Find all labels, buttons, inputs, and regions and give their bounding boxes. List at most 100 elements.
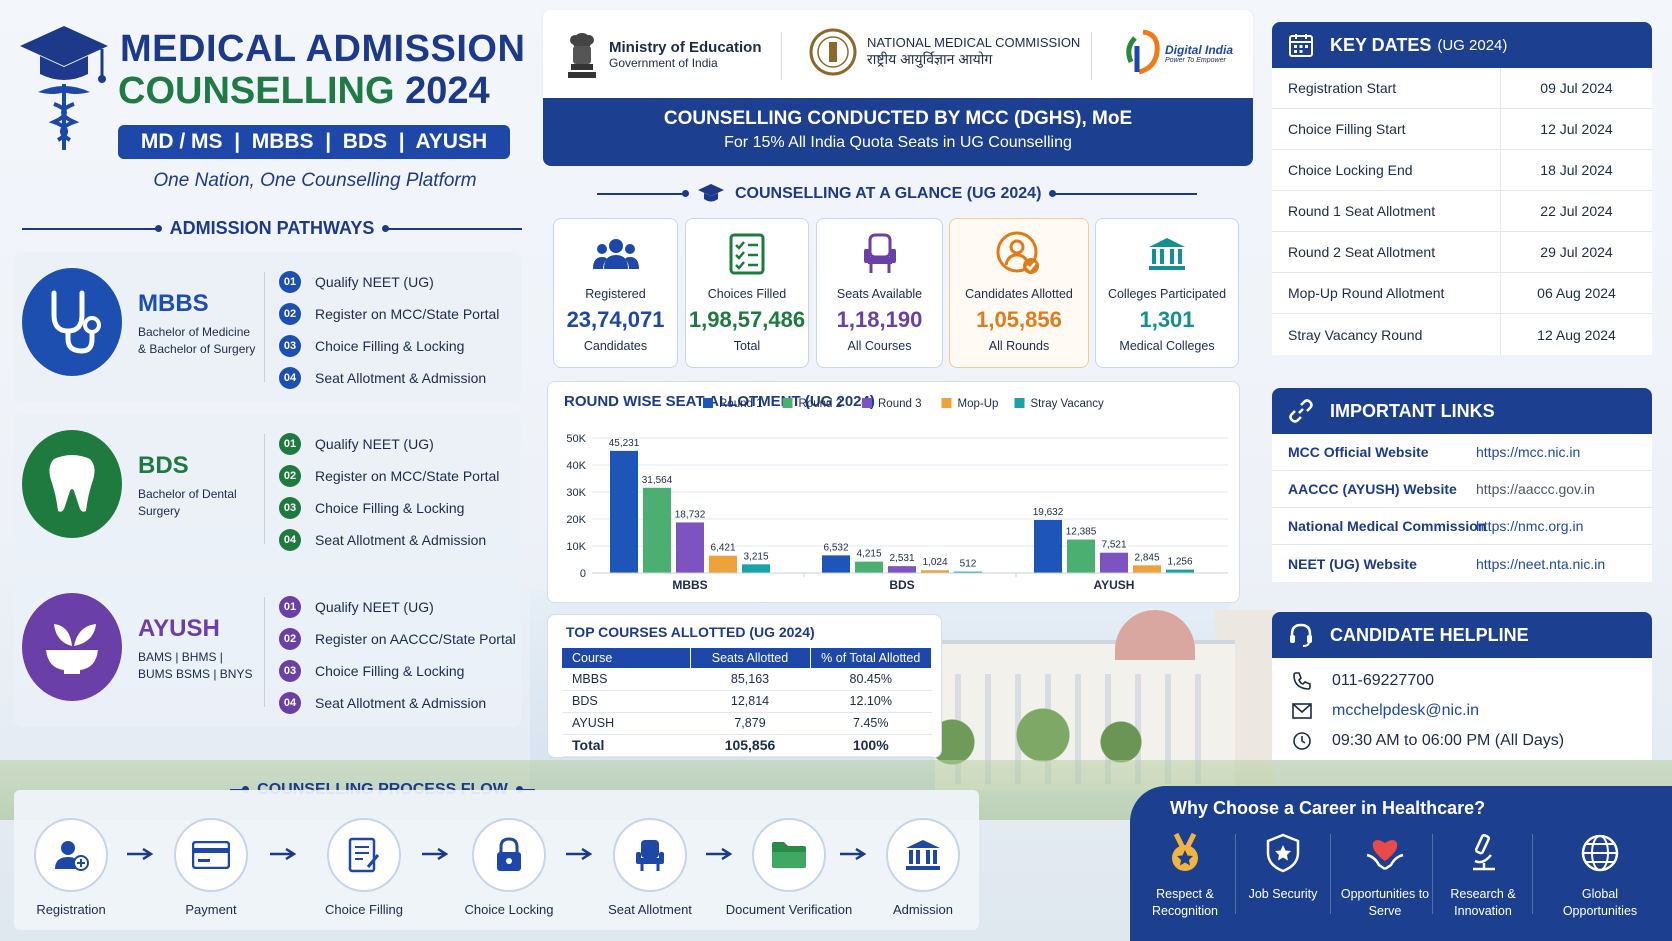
- key-date-value: 09 Jul 2024: [1540, 80, 1613, 96]
- courses-pill: MD / MS | MBBS | BDS | AYUSH: [118, 125, 510, 159]
- bar-value-label: 19,632: [1033, 507, 1064, 518]
- microscope-icon: [1460, 830, 1506, 876]
- stat-value: 23,74,071: [566, 307, 665, 332]
- stat-value: 1,98,57,486: [688, 307, 806, 332]
- legend-label: Stray Vacancy: [1031, 398, 1105, 410]
- flow-step-label: Admission: [893, 902, 953, 917]
- step-number: 02: [279, 465, 301, 487]
- legend-swatch: [941, 398, 952, 408]
- divider: [1235, 834, 1236, 914]
- nmc-hindi-name: राष्ट्रीय आयुर्विज्ञान आयोग: [867, 51, 993, 67]
- bar-value-label: 3,215: [743, 551, 768, 562]
- stat-label: Candidates Allotted: [965, 287, 1073, 301]
- key-dates-header: KEY DATES (UG 2024): [1272, 22, 1652, 68]
- institution-icon: [1144, 231, 1190, 277]
- y-tick-label: 10K: [566, 541, 586, 553]
- y-tick-label: 40K: [566, 460, 586, 472]
- bar: [954, 571, 982, 573]
- clock-icon: [1292, 731, 1314, 751]
- link-label: NEET (UG) Website: [1288, 555, 1417, 572]
- y-tick-label: 50K: [566, 433, 586, 445]
- table-header-row: Course Seats Allotted % of Total Allotte…: [562, 648, 932, 668]
- step-label: Choice Filling & Locking: [315, 663, 465, 679]
- helpline-phone-row[interactable]: 011-69227700: [1272, 666, 1652, 696]
- why-item-research: Research & Innovation: [1433, 830, 1533, 920]
- shield-star-icon: [1260, 830, 1306, 876]
- why-item-label: Global Opportunities: [1562, 887, 1638, 918]
- link-row[interactable]: NEET (UG) Website https://neet.nta.nic.in: [1272, 545, 1652, 582]
- key-date-label: Stray Vacancy Round: [1272, 314, 1501, 355]
- link-url[interactable]: https://mcc.nic.in: [1476, 444, 1581, 460]
- key-date-value: 29 Jul 2024: [1540, 244, 1613, 260]
- bar: [1100, 552, 1128, 573]
- digital-india-logo: Digital India Power To Empower: [1121, 28, 1233, 78]
- table-cell: 12,814: [690, 690, 810, 713]
- tooth-icon: [22, 430, 122, 538]
- link-url[interactable]: https://aaccc.gov.in: [1476, 481, 1595, 497]
- link-row[interactable]: AACCC (AYUSH) Website https://aaccc.gov.i…: [1272, 471, 1652, 508]
- arrow-right-icon: [270, 848, 297, 860]
- chart-title: ROUND WISE SEAT ALLOTMENT (UG 2024): [564, 393, 875, 410]
- why-item-label: Respect & Recognition: [1151, 887, 1218, 918]
- helpline-email[interactable]: mcchelpdesk@nic.in: [1332, 702, 1479, 719]
- arrow-right-icon: [840, 848, 867, 860]
- step-label: Choice Filling & Locking: [315, 500, 465, 516]
- top-courses-card: TOP COURSES ALLOTTED (UG 2024) Course Se…: [547, 614, 942, 758]
- helpline-phone[interactable]: 011-69227700: [1332, 672, 1435, 689]
- bar-value-label: 2,845: [1134, 552, 1159, 563]
- bar: [1166, 569, 1194, 573]
- column-header: % of Total Allotted: [810, 648, 932, 668]
- important-links-list: MCC Official Website https://mcc.nic.in A…: [1272, 434, 1652, 582]
- courses-pill-label: MD / MS | MBBS | BDS | AYUSH: [140, 130, 488, 153]
- flow-step-choice-locking: Choice Locking: [439, 818, 579, 917]
- bar: [1034, 519, 1062, 573]
- medal-icon: [1162, 830, 1208, 876]
- card-payment-icon: [174, 818, 248, 892]
- stat-sub: Total: [733, 339, 761, 353]
- divider: [1532, 834, 1533, 914]
- key-date-row: Stray Vacancy Round 12 Aug 2024: [1272, 314, 1652, 355]
- pathway-name: MBBS: [138, 290, 209, 317]
- legend-label: Round 3: [878, 398, 921, 410]
- column-header: Course: [562, 648, 691, 668]
- pathway-name: AYUSH: [138, 615, 220, 642]
- link-row[interactable]: MCC Official Website https://mcc.nic.in: [1272, 434, 1652, 471]
- step-label: Qualify NEET (UG): [315, 274, 434, 290]
- why-item-global: Global Opportunities: [1550, 830, 1650, 920]
- stat-label: Colleges Participated: [1107, 287, 1227, 301]
- calendar-icon: [1286, 30, 1316, 60]
- background-trees: [900, 700, 1160, 770]
- step-number: 04: [279, 529, 301, 551]
- stat-value: 1,18,190: [836, 307, 923, 332]
- user-add-icon: [34, 818, 108, 892]
- legend-label: Round 2: [799, 398, 842, 410]
- stat-value: 1,301: [1139, 307, 1195, 332]
- key-date-row: Registration Start 09 Jul 2024: [1272, 68, 1652, 109]
- helpline-header: CANDIDATE HELPLINE: [1272, 612, 1652, 658]
- link-url[interactable]: https://neet.nta.nic.in: [1476, 555, 1606, 572]
- table-cell: BDS: [562, 690, 690, 713]
- nmc-name: NATIONAL MEDICAL COMMISSION: [867, 35, 1081, 50]
- arrow-right-icon: [127, 848, 154, 860]
- y-tick-label: 0: [580, 568, 586, 580]
- top-courses-title: TOP COURSES ALLOTTED (UG 2024): [566, 624, 815, 640]
- step-number: 03: [279, 335, 301, 357]
- bar-value-label: 1,256: [1167, 557, 1192, 568]
- key-date-label: Round 1 Seat Allotment: [1272, 191, 1501, 231]
- helpline-email-row[interactable]: mcchelpdesk@nic.in: [1272, 696, 1652, 726]
- key-date-value: 12 Jul 2024: [1540, 121, 1613, 137]
- step-number: 02: [279, 303, 301, 325]
- link-url[interactable]: https://nmc.org.in: [1476, 518, 1584, 534]
- title-year: 2024: [405, 70, 490, 112]
- why-healthcare-title: Why Choose a Career in Healthcare?: [1170, 798, 1486, 818]
- link-row[interactable]: National Medical Commission https://nmc.o…: [1272, 508, 1652, 545]
- flow-step-label: Document Verification: [725, 902, 853, 917]
- bar: [921, 570, 949, 573]
- arrow-right-icon: [422, 848, 449, 860]
- seat-icon: [613, 818, 687, 892]
- key-date-label: Mop-Up Round Allotment: [1272, 273, 1501, 313]
- legend-label: Mop-Up: [958, 398, 999, 410]
- nmc-logo-block: NATIONAL MEDICAL COMMISSION राष्ट्रीय आयु…: [809, 28, 1080, 76]
- bar-value-label: 6,532: [823, 542, 848, 553]
- important-links-title: IMPORTANT LINKS: [1330, 400, 1495, 421]
